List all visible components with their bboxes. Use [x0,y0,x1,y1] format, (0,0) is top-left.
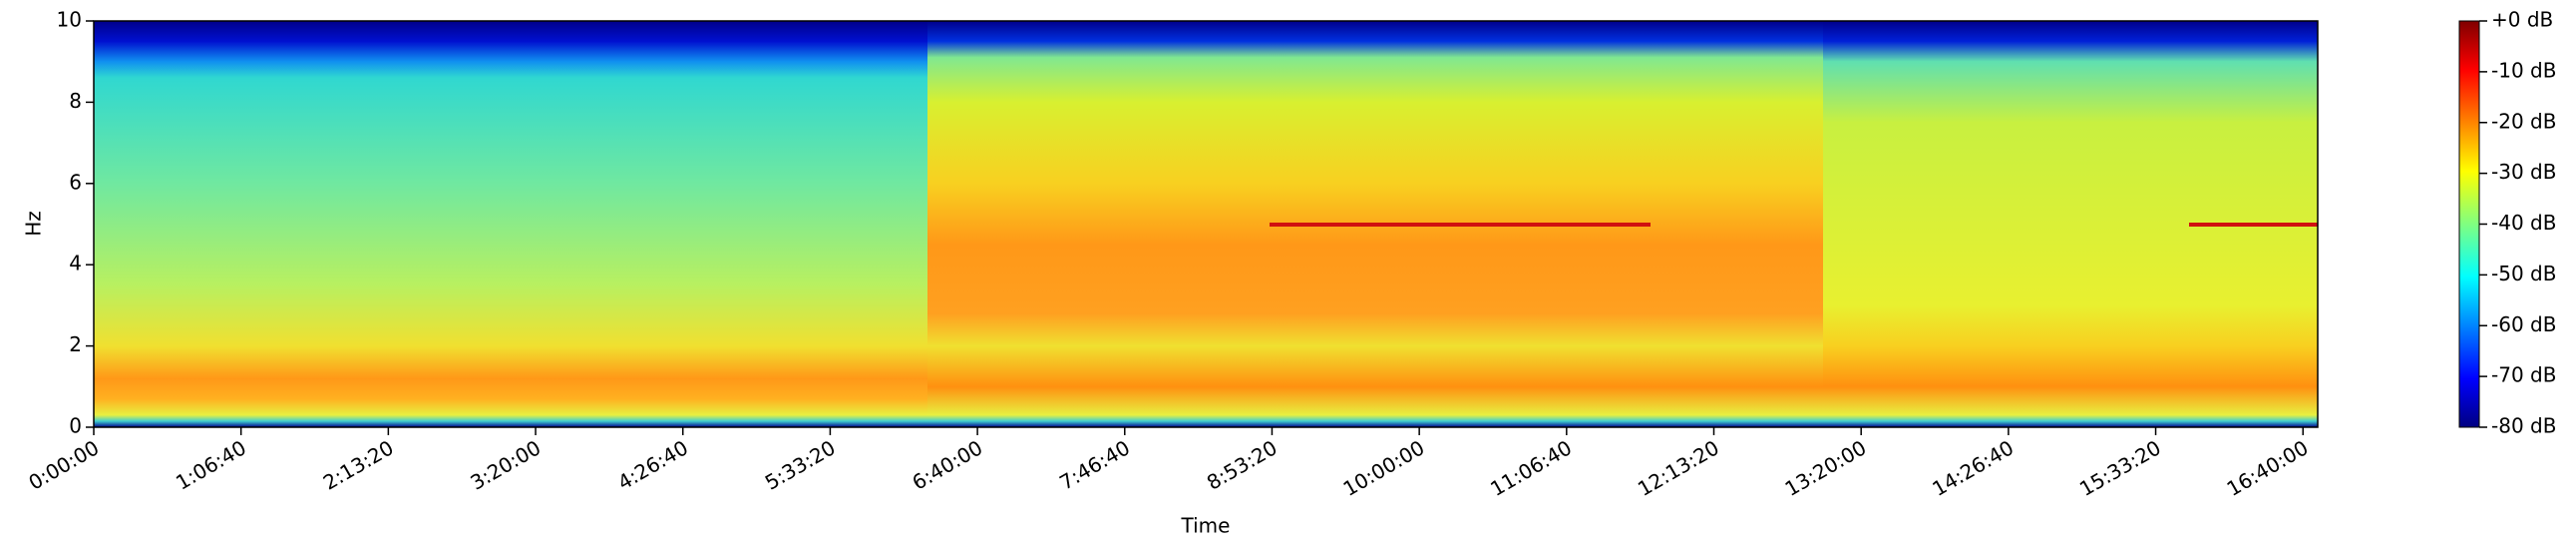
colorbar [2458,20,2480,428]
colorbar-tick-label: +0 dB [2491,8,2553,32]
x-tick-label: 0:00:00 [24,435,103,494]
x-axis-label: Time [1181,514,1231,538]
x-tick-label: 5:33:20 [761,435,840,494]
colorbar-tick-label: -50 dB [2491,262,2556,285]
x-tick-label: 6:40:00 [909,435,987,494]
plot-frame [93,20,2319,428]
colorbar-tick-label: -40 dB [2491,211,2556,235]
x-tick-label: 14:26:40 [1928,435,2018,501]
colorbar-tick-label: -30 dB [2491,160,2556,184]
x-tick-label: 7:46:40 [1055,435,1134,494]
y-axis-label: Hz [22,211,46,237]
colorbar-tick-label: -70 dB [2491,363,2556,387]
colorbar-tick-label: -60 dB [2491,312,2556,336]
spectrogram-image [94,21,2318,427]
x-tick-label: 2:13:20 [319,435,398,494]
y-tick-label: 2 [69,332,82,356]
x-tick-label: 8:53:20 [1203,435,1282,494]
colorbar-tick-label: -20 dB [2491,109,2556,133]
x-tick-label: 4:26:40 [613,435,692,494]
y-tick-label: 10 [57,8,82,32]
x-tick-label: 10:00:00 [1339,435,1429,501]
y-tick-label: 4 [69,252,82,276]
x-tick-label: 16:40:00 [2223,435,2313,501]
x-tick-label: 1:06:40 [172,435,250,494]
y-tick-label: 6 [69,170,82,194]
x-tick-label: 11:06:40 [1486,435,1576,501]
x-tick-label: 3:20:00 [467,435,546,494]
colorbar-tick-label: -80 dB [2491,414,2556,438]
colorbar-tick-label: -10 dB [2491,58,2556,82]
x-tick-label: 12:13:20 [1634,435,1723,501]
y-tick-label: 0 [69,414,82,438]
x-tick-label: 13:20:00 [1781,435,1871,501]
x-tick-label: 15:33:20 [2075,435,2165,501]
y-tick-label: 8 [69,89,82,113]
